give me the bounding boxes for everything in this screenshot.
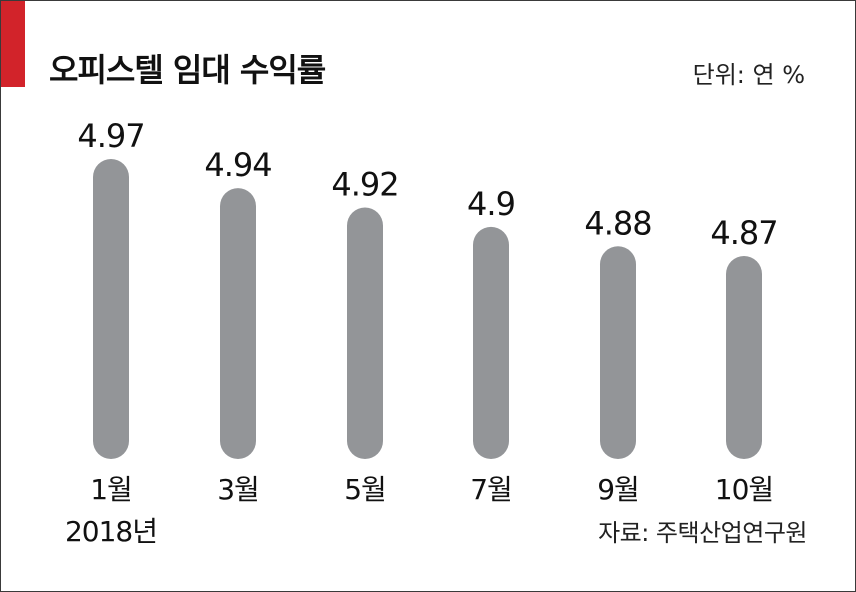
bar-2 xyxy=(220,188,256,459)
source-label: 자료: 주택산업연구원 xyxy=(598,519,807,547)
category-sublabel-1: 2018년 xyxy=(65,515,157,548)
category-label-1: 1월 xyxy=(90,473,132,506)
category-label-3: 5월 xyxy=(344,473,386,506)
bar-4 xyxy=(473,226,509,459)
category-label-4: 7월 xyxy=(470,473,512,506)
value-label-4: 4.9 xyxy=(467,185,515,223)
bar-1 xyxy=(93,159,129,459)
category-label-6: 10월 xyxy=(715,473,773,506)
value-label-3: 4.92 xyxy=(331,166,398,204)
bar-6 xyxy=(726,256,762,459)
value-label-5: 4.88 xyxy=(584,204,651,242)
unit-label: 단위: 연 % xyxy=(692,61,805,89)
bar-5 xyxy=(600,246,636,459)
bar-3 xyxy=(347,207,383,459)
accent-bar xyxy=(1,1,25,87)
value-label-6: 4.87 xyxy=(710,214,777,252)
category-label-2: 3월 xyxy=(217,473,259,506)
chart-title: 오피스텔 임대 수익률 xyxy=(49,51,326,89)
category-label-5: 9월 xyxy=(597,473,639,506)
value-label-2: 4.94 xyxy=(204,146,271,184)
value-label-1: 4.97 xyxy=(77,117,144,155)
